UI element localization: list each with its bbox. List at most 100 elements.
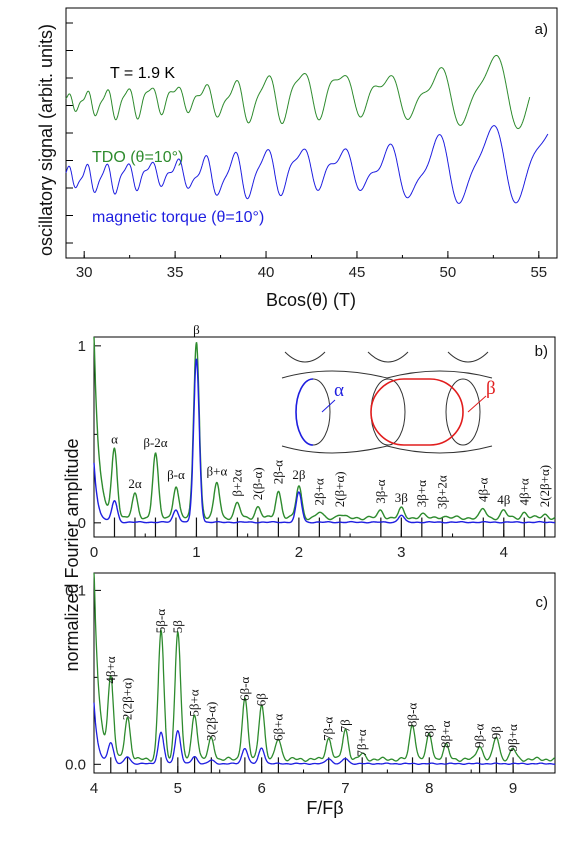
panel-c-torque-spectrum (93, 702, 556, 765)
panel-c-peak-label-1: 2(2β+α) (120, 678, 135, 720)
panel-b-peak-label-1: 2α (128, 476, 142, 491)
beta-orbit (370, 378, 464, 446)
panel-b-peak-label-0: α (111, 432, 118, 447)
panel-b-peak-labels: α 2α β-2α β-α β β+α β+2α 2(β-α) 2β-α 2β 2β+α 2(β+α)… (111, 322, 552, 509)
panel-b-letter: b) (535, 343, 548, 360)
panel-c-x-tick-label-4: 8 (425, 780, 433, 797)
panel-b-peak-label-8: 2β-α (270, 460, 285, 484)
panel-b-harmonic-markers (113, 517, 546, 537)
panel-b-x-tick-label-1: 1 (192, 544, 200, 561)
panel-c-peak-label-14: 8β+α (438, 721, 453, 748)
panel-a-x-tick-label-4: 50 (440, 264, 457, 281)
panel-a-x-tick-label-3: 45 (349, 264, 366, 281)
panel-c-x-tick-label-1: 5 (174, 780, 182, 797)
panel-b-peak-label-7: 2(β-α) (250, 467, 265, 500)
panel-b-peak-label-4: β (193, 322, 200, 337)
panel-b-peak-label-12: 3β-α (373, 479, 388, 503)
panel-b-tdo-spectrum (93, 336, 556, 521)
panel-c-peak-label-4: 5β+α (187, 689, 202, 716)
panel-c-peak-label-16: 9β (488, 726, 503, 740)
alpha-orbit (295, 378, 314, 446)
panel-b-y-tick-label-0: 0 (78, 515, 86, 532)
panel-c-frame (93, 572, 556, 774)
panel-b-x-tick-label-0: 0 (90, 544, 98, 561)
inset-arc-1 (284, 351, 326, 363)
panel-c-y-tick-label-1: 0.1 (65, 582, 86, 599)
panel-c-peak-label-13: 8β (421, 724, 436, 738)
panel-b-peak-label-13: 3β (395, 490, 409, 505)
inset-right-pocket (445, 378, 481, 446)
inset-center-pocket (370, 378, 406, 446)
panel-c-x-label: F/Fβ (306, 798, 343, 818)
panel-b-x-tick-label-3: 3 (397, 544, 405, 561)
panel-a-y-label: oscillatory signal (arbit. units) (36, 24, 56, 256)
panel-a-x-tick-label-1: 35 (167, 264, 184, 281)
panel-b: 0 1 2 3 4 0 1 b) α β α 2α β-2α β-α β β+α β+2α 2(β-α) 2… (78, 322, 556, 561)
panel-b-x-tick-label-2: 2 (295, 544, 303, 561)
panel-a-x-label: Bcos(θ) (T) (266, 290, 356, 310)
panel-b-peak-label-5: β+α (207, 463, 228, 478)
beta-label: β (486, 378, 496, 399)
panel-c-peak-label-3: 5β (170, 620, 185, 634)
fermi-surface-inset: α β (281, 351, 496, 454)
panel-b-peak-label-9: 2β (292, 467, 306, 482)
panel-c-peak-label-0: 4β+α (103, 656, 118, 683)
panel-c-peak-label-11: 7β+α (354, 729, 369, 756)
panel-b-peak-label-2: β-2α (143, 435, 167, 450)
panel-c-peak-label-2: 5β-α (153, 609, 168, 633)
inset-lower-band (281, 445, 493, 454)
panel-c-peak-label-17: 9β+α (505, 724, 520, 751)
panel-c-peak-label-15: 9β-α (472, 724, 487, 748)
panel-c-peak-label-12: 8β-α (405, 703, 420, 727)
panel-b-torque-spectrum (93, 358, 555, 524)
panel-b-peak-label-3: β-α (167, 467, 185, 482)
inset-arc-2 (367, 351, 409, 363)
panel-a-x-tick-label-5: 55 (530, 264, 547, 281)
panel-b-peak-label-18: 4β+α (516, 478, 531, 505)
panel-a-x-ticks: 30 35 40 45 50 55 (66, 22, 547, 281)
beta-arrow (467, 395, 487, 413)
torque-series-line (65, 125, 549, 204)
panel-a-letter: a) (535, 21, 548, 38)
panel-c-x-tick-label-5: 9 (509, 780, 517, 797)
panel-c-peak-label-8: 6β+α (270, 714, 285, 741)
panel-c: 4 5 6 7 8 9 0.0 0.1 c) 4β+α2(2β+α) 5β-α 5β 5β+α 3(2… (65, 572, 556, 818)
panel-b-peak-label-19: 2(2β+α) (537, 465, 552, 507)
temperature-label: T = 1.9 K (110, 65, 175, 82)
inset-arc-3 (447, 351, 489, 363)
panel-b-peak-label-10: 2β+α (311, 478, 326, 505)
panel-a: 30 35 40 45 50 55 a) T = 1.9 K TDO (θ=10°) ma… (36, 7, 558, 310)
panel-c-peak-label-6: 6β-α (237, 677, 252, 701)
panel-c-ticks: 4 5 6 7 8 9 0.0 0.1 (65, 582, 556, 797)
panel-b-peak-label-15: 3β+2α (434, 475, 449, 509)
panel-c-peak-label-7: 6β (254, 693, 269, 707)
tdo-series-label: TDO (θ=10°) (92, 149, 183, 166)
panel-c-x-tick-label-3: 7 (341, 780, 349, 797)
panel-c-peak-label-5: 3(2β-α) (203, 702, 218, 741)
panel-b-peak-label-17: 4β (497, 492, 511, 507)
panel-b-peak-label-6: β+2α (229, 469, 244, 496)
panel-c-peak-label-10: 7β (337, 719, 352, 733)
panel-c-y-tick-label-0: 0.0 (65, 756, 86, 773)
panel-b-frame (93, 336, 556, 538)
tdo-series-line (65, 54, 531, 130)
torque-series-label: magnetic torque (θ=10°) (92, 209, 264, 226)
panel-c-x-tick-label-0: 4 (90, 780, 98, 797)
panel-c-letter: c) (536, 594, 549, 611)
panel-c-tdo-spectrum (93, 572, 556, 762)
panel-b-y-tick-label-1: 1 (78, 338, 86, 355)
alpha-arrow (321, 399, 336, 413)
inset-upper-band (281, 370, 493, 379)
panels-bc-y-label: normalized Fourier amplitude (62, 438, 82, 671)
panel-a-x-tick-label-0: 30 (76, 264, 93, 281)
panel-a-x-tick-label-2: 40 (258, 264, 275, 281)
panel-b-peak-label-11: 2(β+α) (332, 471, 347, 507)
panel-b-peak-label-14: 3β+α (414, 480, 429, 507)
panel-c-harmonic-markers (110, 757, 514, 773)
panel-c-peak-label-9: 7β-α (321, 717, 336, 741)
panel-c-x-tick-label-2: 6 (257, 780, 265, 797)
panel-b-peak-label-16: 4β-α (475, 478, 490, 502)
panel-b-x-tick-label-4: 4 (500, 544, 508, 561)
